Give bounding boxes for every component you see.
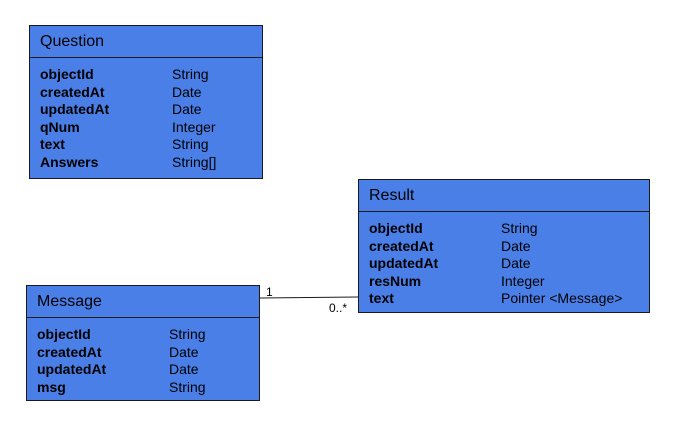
attribute-name: msg: [37, 378, 66, 395]
attribute-row: text Pointer <Message>: [369, 290, 649, 308]
multiplicity-source-label: 1: [266, 285, 273, 299]
attribute-type: Date: [501, 255, 531, 271]
attribute-type: String: [169, 326, 206, 342]
attribute-row: objectId String: [37, 326, 259, 344]
class-message[interactable]: Message objectId String createdAt Date u…: [26, 285, 260, 401]
attribute-name: updatedAt: [40, 101, 110, 117]
class-question-attributes: objectId String createdAt Date updatedAt…: [30, 58, 262, 171]
attribute-type: Date: [172, 101, 202, 117]
class-result-name: Result: [359, 180, 649, 212]
attribute-name: createdAt: [369, 237, 434, 254]
class-question-name: Question: [30, 26, 262, 58]
attribute-row: Answers String[]: [40, 154, 262, 172]
attribute-type: String: [172, 136, 209, 152]
attribute-type: String[]: [172, 153, 217, 170]
attribute-row: objectId String: [369, 220, 649, 238]
attribute-name: objectId: [37, 326, 91, 342]
attribute-type: String: [172, 66, 209, 82]
attribute-type: Date: [169, 361, 199, 377]
attribute-row: resNum Integer: [369, 273, 649, 291]
attribute-name: text: [369, 290, 394, 306]
attribute-name: Answers: [40, 153, 99, 170]
attribute-name: qNum: [40, 118, 80, 135]
attribute-type: Date: [172, 83, 202, 100]
attribute-type: Integer: [172, 118, 216, 135]
attribute-name: resNum: [369, 272, 422, 289]
attribute-row: updatedAt Date: [40, 101, 262, 119]
attribute-row: updatedAt Date: [37, 361, 259, 379]
attribute-name: updatedAt: [369, 255, 439, 271]
attribute-type: String: [501, 220, 538, 236]
attribute-name: createdAt: [37, 343, 102, 360]
attribute-name: updatedAt: [37, 361, 107, 377]
class-question[interactable]: Question objectId String createdAt Date …: [29, 25, 263, 179]
multiplicity-target-label: 0..*: [329, 301, 348, 315]
attribute-row: objectId String: [40, 66, 262, 84]
class-result[interactable]: Result objectId String createdAt Date up…: [358, 179, 650, 313]
attribute-name: text: [40, 136, 65, 152]
class-result-attributes: objectId String createdAt Date updatedAt…: [359, 212, 649, 308]
attribute-name: objectId: [40, 66, 94, 82]
attribute-row: createdAt Date: [37, 344, 259, 362]
attribute-row: createdAt Date: [369, 238, 649, 256]
attribute-row: updatedAt Date: [369, 255, 649, 273]
attribute-type: Date: [169, 343, 199, 360]
attribute-name: createdAt: [40, 83, 105, 100]
attribute-row: qNum Integer: [40, 119, 262, 137]
attribute-type: String: [169, 378, 206, 395]
attribute-type: Date: [501, 237, 531, 254]
class-message-attributes: objectId String createdAt Date updatedAt…: [27, 318, 259, 396]
class-message-name: Message: [27, 286, 259, 318]
attribute-name: objectId: [369, 220, 423, 236]
attribute-type: Integer: [501, 272, 545, 289]
attribute-type: Pointer <Message>: [501, 290, 623, 306]
attribute-row: text String: [40, 136, 262, 154]
association-line[interactable]: [259, 296, 359, 299]
attribute-row: msg String: [37, 379, 259, 397]
attribute-row: createdAt Date: [40, 84, 262, 102]
